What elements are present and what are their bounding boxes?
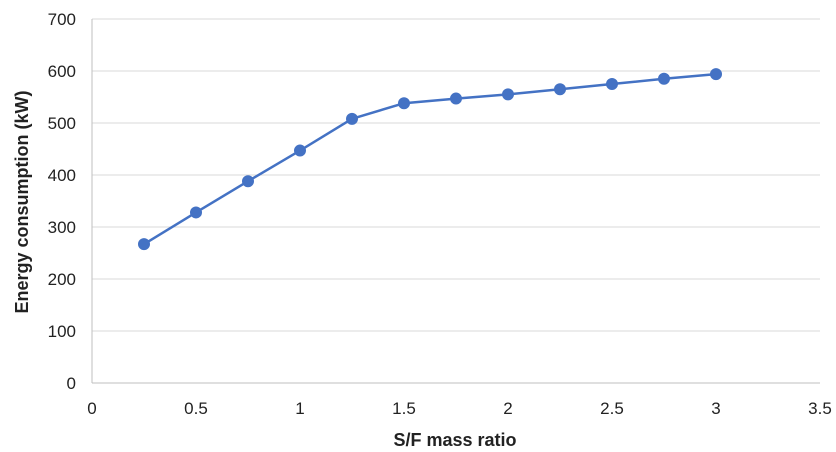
y-tick-label: 700	[48, 10, 76, 29]
data-point-marker	[398, 97, 410, 110]
data-point-marker	[242, 175, 254, 188]
x-tick-labels: 0 0.5 1 1.5 2 2.5 3 3.5	[87, 399, 832, 418]
y-tick-label: 500	[48, 114, 76, 133]
y-tick-label: 300	[48, 218, 76, 237]
data-series	[138, 68, 722, 251]
data-point-marker	[190, 206, 202, 219]
y-tick-label: 400	[48, 166, 76, 185]
x-tick-label: 1.5	[392, 399, 416, 418]
data-point-marker	[502, 88, 514, 101]
y-tick-label: 0	[67, 374, 76, 393]
y-tick-label: 200	[48, 270, 76, 289]
x-tick-label: 2.5	[600, 399, 624, 418]
x-tick-label: 1	[295, 399, 304, 418]
data-point-marker	[554, 83, 566, 96]
y-tick-label: 100	[48, 322, 76, 341]
data-point-marker	[710, 68, 722, 81]
x-tick-label: 2	[503, 399, 512, 418]
data-point-marker	[346, 112, 358, 125]
y-axis-title: Energy consumption (kW)	[12, 90, 32, 313]
data-point-marker	[450, 92, 462, 105]
x-axis-title: S/F mass ratio	[393, 430, 516, 450]
grid-lines	[92, 18, 820, 332]
x-tick-label: 3.5	[808, 399, 832, 418]
x-tick-label: 3	[711, 399, 720, 418]
y-tick-labels: 0 100 200 300 400 500 600 700	[48, 10, 76, 393]
series-line	[143, 72, 717, 246]
y-tick-label: 600	[48, 62, 76, 81]
x-tick-label: 0	[87, 399, 96, 418]
data-point-marker	[138, 238, 150, 251]
x-tick-label: 0.5	[184, 399, 208, 418]
data-point-marker	[658, 72, 670, 85]
data-point-marker	[294, 144, 306, 157]
data-point-marker	[606, 78, 618, 90]
axes	[91, 19, 820, 384]
